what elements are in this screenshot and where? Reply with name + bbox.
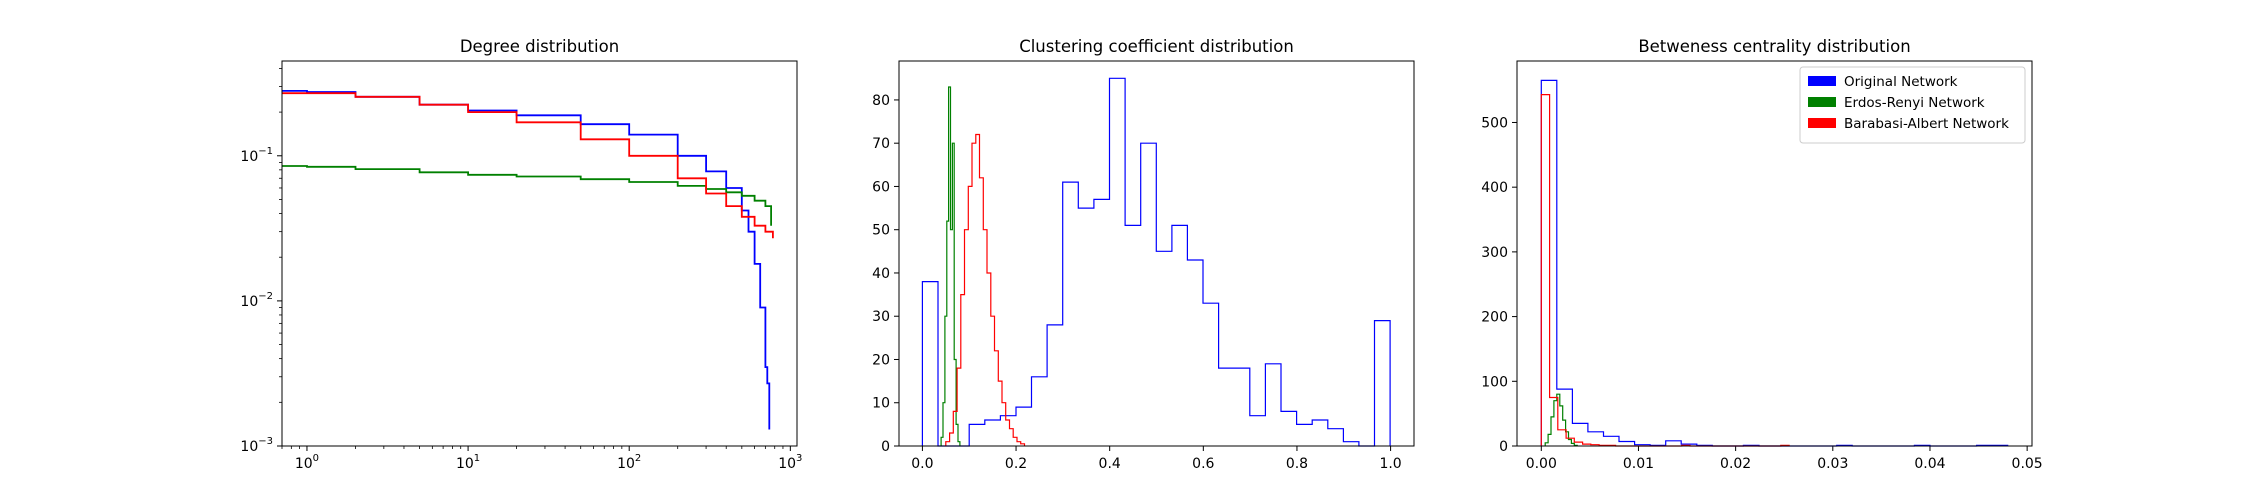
betweenness-centrality-panel: Betweness centrality distribution 0.00 0.0… <box>1481 37 2042 472</box>
betweenness-y-tick-label: 400 <box>1481 180 1508 196</box>
degree-axes-frame <box>281 60 798 447</box>
legend-label-0: Original Network <box>1844 74 1958 90</box>
clustering-chart-title: Clustering coefficient distribution <box>1019 37 1294 56</box>
betweenness-y-tick-label: 200 <box>1481 310 1508 326</box>
clustering-x-tick-label: 0.8 <box>1286 456 1308 472</box>
clustering-coefficient-panel: Clustering coefficient distribution 0.0 0.… <box>872 37 1415 472</box>
degree-x-tick-label: 103 <box>778 453 802 472</box>
degree-series-2-line <box>282 92 774 239</box>
degree-chart-title: Degree distribution <box>460 37 619 56</box>
clustering-y-tick-label: 80 <box>872 93 890 109</box>
betweenness-x-tick-label: 0.03 <box>1817 456 1848 472</box>
legend-label-2: Barabasi-Albert Network <box>1844 116 2009 132</box>
betweenness-x-tick-label: 0.00 <box>1526 456 1557 472</box>
clustering-y-tick-label: 10 <box>872 396 890 412</box>
betweenness-x-tick-label: 0.05 <box>2012 456 2043 472</box>
degree-x-tick-label: 102 <box>617 453 641 472</box>
clustering-y-tick-label: 70 <box>872 136 890 152</box>
clustering-axes-frame <box>898 60 1415 447</box>
clustering-x-tick-label: 0.6 <box>1192 456 1214 472</box>
legend-swatch-2 <box>1808 118 1836 128</box>
betweenness-y-tick-label: 300 <box>1481 245 1508 261</box>
clustering-x-tick-label: 1.0 <box>1379 456 1401 472</box>
clustering-y-tick-label: 40 <box>872 266 890 282</box>
legend-box <box>1799 66 2026 144</box>
clustering-series-0-histogram <box>921 77 1391 447</box>
betweenness-axes-frame <box>1516 60 2033 447</box>
degree-y-tick-label: 10−3 <box>240 436 273 455</box>
clustering-y-tick-label: 30 <box>872 309 890 325</box>
betweenness-x-tick-label: 0.04 <box>1914 456 1945 472</box>
degree-distribution-panel: Degree distribution 100 101 102 103 10−3 10−2 1… <box>240 37 802 472</box>
clustering-y-tick-label: 60 <box>872 179 890 195</box>
clustering-y-tick-label: 0 <box>881 439 890 455</box>
betweenness-y-tick-label: 0 <box>1499 439 1508 455</box>
legend-swatch-0 <box>1808 76 1836 86</box>
betweenness-x-tick-label: 0.01 <box>1623 456 1654 472</box>
clustering-series-2-histogram <box>945 133 1026 446</box>
betweenness-series-1-histogram <box>1544 393 1578 446</box>
degree-y-tick-label: 10−2 <box>240 291 273 310</box>
clustering-y-tick-label: 20 <box>872 352 890 368</box>
clustering-x-tick-label: 0.4 <box>1099 456 1121 472</box>
clustering-series-1-histogram <box>940 86 961 446</box>
betweenness-y-tick-label: 500 <box>1481 115 1508 131</box>
betweenness-y-tick-label: 100 <box>1481 374 1508 390</box>
legend-label-1: Erdos-Renyi Network <box>1844 95 1985 111</box>
betweenness-x-tick-label: 0.02 <box>1720 456 1751 472</box>
betweenness-chart-title: Betweness centrality distribution <box>1638 37 1910 56</box>
degree-y-tick-label: 10−1 <box>240 146 273 165</box>
clustering-x-tick-label: 0.2 <box>1005 456 1027 472</box>
degree-x-tick-label: 100 <box>295 453 319 472</box>
degree-series-1-line <box>282 165 772 226</box>
degree-x-tick-label: 101 <box>456 453 480 472</box>
betweenness-legend: Original Network Erdos-Renyi Network Barab… <box>1799 66 2026 144</box>
legend-swatch-1 <box>1808 97 1836 107</box>
clustering-x-tick-label: 0.0 <box>911 456 933 472</box>
clustering-y-tick-label: 50 <box>872 223 890 239</box>
